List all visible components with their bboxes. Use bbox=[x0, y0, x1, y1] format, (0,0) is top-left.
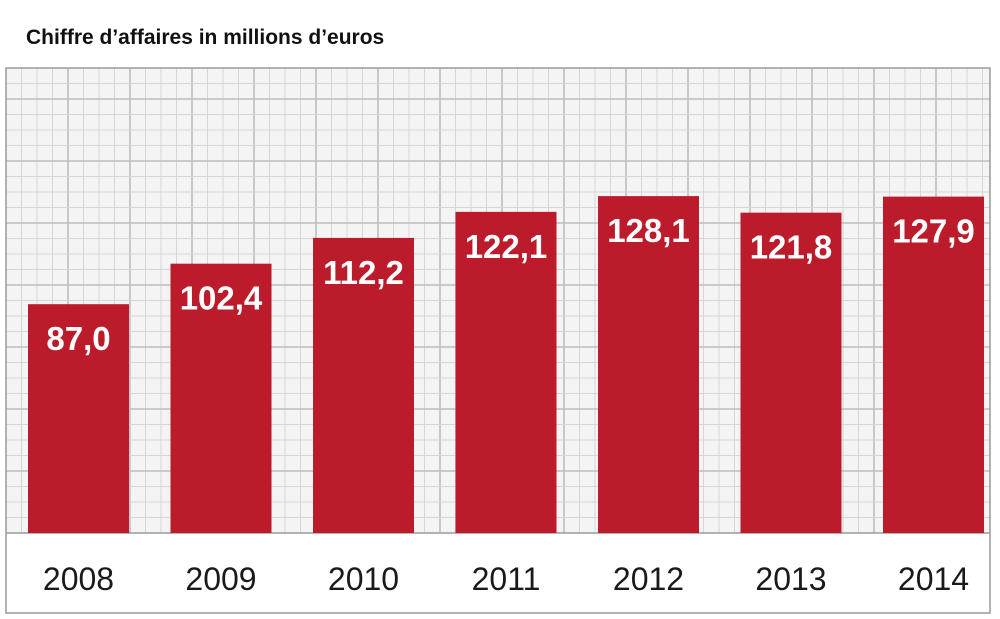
axis-band bbox=[6, 533, 990, 613]
bar-2008 bbox=[28, 304, 129, 533]
bar-value-label: 102,4 bbox=[180, 280, 263, 317]
x-tick-label: 2012 bbox=[613, 561, 684, 597]
chart-frame bbox=[5, 67, 991, 614]
bar-value-label: 122,1 bbox=[465, 228, 548, 265]
bar-value-label: 127,9 bbox=[892, 213, 975, 250]
bar-value-label: 112,2 bbox=[323, 254, 404, 291]
x-tick-label: 2011 bbox=[472, 561, 541, 597]
bar-value-label: 128,1 bbox=[607, 212, 690, 249]
bar-2014 bbox=[883, 196, 984, 534]
bars: 87,0 102,4 112,2 122,1 128,1 121,8 127,9 bbox=[28, 196, 984, 534]
x-tick-label: 2013 bbox=[755, 561, 826, 597]
x-tick-label: 2010 bbox=[328, 561, 399, 597]
bar-value-label: 121,8 bbox=[750, 229, 833, 266]
bar-2011 bbox=[455, 211, 557, 533]
bar-2013 bbox=[740, 212, 842, 533]
bar-2012 bbox=[598, 196, 699, 534]
bar-2010 bbox=[313, 237, 414, 533]
bar-2009 bbox=[170, 263, 272, 533]
x-tick-label: 2009 bbox=[185, 561, 256, 597]
chart-title: Chiffre d’affaires in millions d’euros bbox=[26, 26, 385, 49]
x-tick-label: 2014 bbox=[898, 561, 969, 597]
bar-value-label: 87,0 bbox=[46, 320, 110, 357]
tick-labels: 2008 2009 2010 2011 2012 2013 2014 bbox=[43, 561, 969, 597]
x-tick-label: 2008 bbox=[43, 561, 114, 597]
